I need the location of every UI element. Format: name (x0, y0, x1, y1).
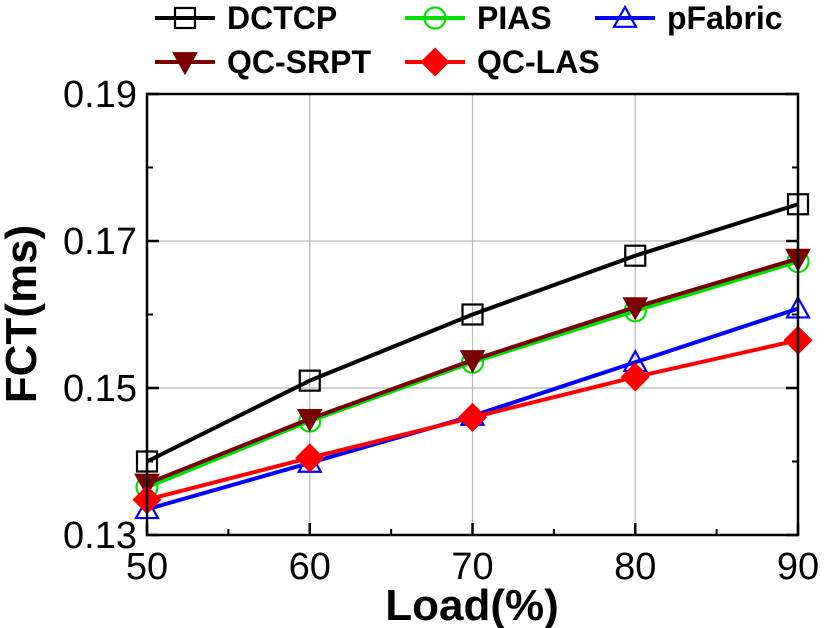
x-tick-label: 60 (289, 546, 331, 588)
legend-label: pFabric (667, 0, 783, 36)
y-tick-label: 0.17 (63, 221, 137, 263)
y-axis-title: FCT(ms) (0, 225, 46, 403)
axes: 50 60 70 80 90 0.13 0.15 0.17 0.19 (63, 74, 819, 588)
data-point-qc-srpt (622, 297, 649, 321)
legend-marker (612, 4, 638, 28)
x-axis-title: Load(%) (385, 581, 559, 628)
y-tick-label: 0.15 (63, 368, 137, 410)
series-qc-srpt (134, 248, 811, 497)
data-point-qc-las (295, 443, 325, 473)
data-point-dctcp (461, 303, 484, 326)
data-point-dctcp (298, 369, 321, 392)
data-point-dctcp (624, 244, 647, 267)
legend-item-dctcp: DCTCP (155, 0, 337, 36)
y-tick-label: 0.13 (63, 515, 137, 557)
legend-label: QC-LAS (477, 44, 600, 80)
x-tick-label: 80 (614, 546, 656, 588)
data-point-qc-las (620, 362, 650, 392)
series-line-dctcp (146, 202, 799, 464)
legend-label: QC-SRPT (227, 44, 371, 80)
data-point-qc-srpt (459, 350, 486, 374)
legend-item-qc-srpt: QC-SRPT (155, 44, 371, 80)
legend-label: PIAS (477, 0, 552, 36)
y-tick-label: 0.19 (63, 74, 137, 116)
legend-label: DCTCP (227, 0, 337, 36)
x-tick-label: 70 (451, 546, 493, 588)
legend-item-pfabric: pFabric (595, 0, 783, 36)
x-tick-label: 50 (126, 546, 168, 588)
x-tick-label: 90 (777, 546, 819, 588)
legend-marker (420, 47, 450, 77)
series-qc-las (132, 325, 813, 515)
legend-marker (172, 52, 198, 76)
data-point-qc-srpt (296, 408, 323, 433)
legend-item-pias: PIAS (405, 0, 552, 36)
data-point-qc-las (457, 402, 488, 432)
legend-marker (423, 6, 447, 30)
legend-item-qc-las: QC-LAS (405, 44, 600, 80)
legend-marker (173, 6, 197, 30)
legend: DCTCP PIAS pFabric QC-SRPT QC-LAS (155, 0, 783, 80)
